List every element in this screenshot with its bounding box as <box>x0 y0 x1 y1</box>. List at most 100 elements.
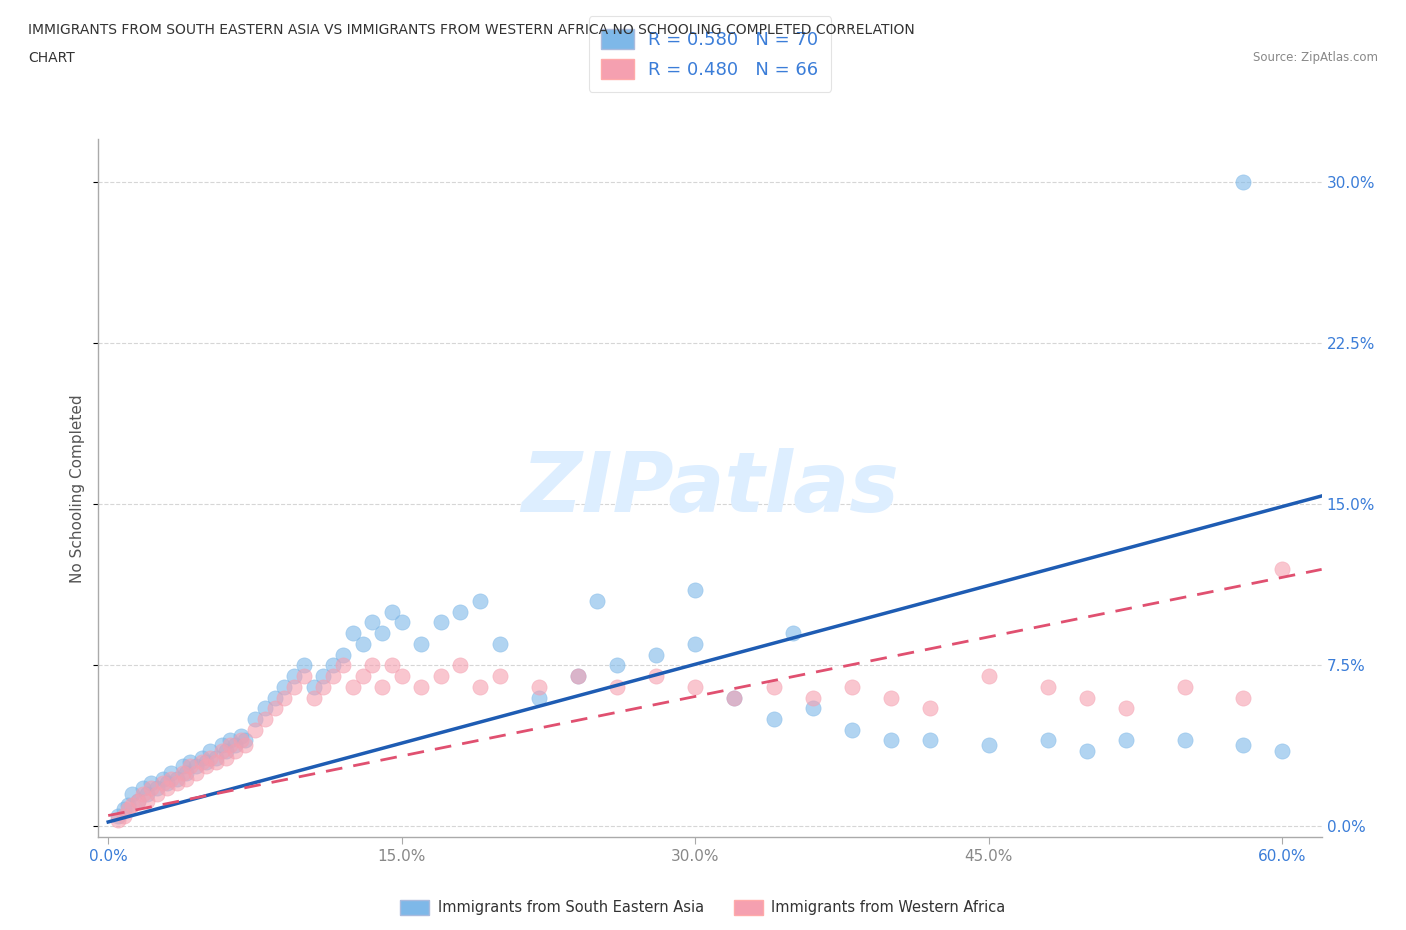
Point <box>450 658 472 672</box>
Point <box>801 701 824 716</box>
Point <box>132 787 155 802</box>
Point <box>152 772 174 787</box>
Point <box>211 744 233 759</box>
Point <box>127 793 149 808</box>
Point <box>841 723 863 737</box>
Point <box>243 723 266 737</box>
Point <box>782 626 804 641</box>
Point <box>231 729 253 744</box>
Point <box>132 780 155 795</box>
Point <box>179 754 201 769</box>
Point <box>176 765 198 780</box>
Point <box>198 751 221 765</box>
Point <box>332 647 354 662</box>
Point <box>1232 175 1254 190</box>
Point <box>156 776 179 790</box>
Point <box>141 780 163 795</box>
Point <box>195 759 218 774</box>
Point <box>117 797 139 812</box>
Point <box>371 626 394 641</box>
Text: ZIPatlas: ZIPatlas <box>522 447 898 529</box>
Point <box>361 658 384 672</box>
Point <box>136 787 159 802</box>
Point <box>586 593 609 608</box>
Point <box>391 669 413 684</box>
Point <box>1076 744 1098 759</box>
Point <box>880 690 903 705</box>
Point <box>977 669 1000 684</box>
Point <box>218 737 240 752</box>
Point <box>391 615 413 630</box>
Point <box>302 679 325 694</box>
Point <box>411 636 433 651</box>
Point <box>841 679 863 694</box>
Point <box>430 615 453 630</box>
Point <box>273 679 295 694</box>
Point <box>381 604 404 619</box>
Point <box>1232 690 1254 705</box>
Point <box>1232 737 1254 752</box>
Point <box>214 751 236 765</box>
Point <box>205 751 228 765</box>
Point <box>685 583 707 598</box>
Point <box>1174 733 1197 748</box>
Point <box>121 787 143 802</box>
Legend: Immigrants from South Eastern Asia, Immigrants from Western Africa: Immigrants from South Eastern Asia, Immi… <box>394 893 1012 923</box>
Point <box>205 754 228 769</box>
Point <box>160 765 183 780</box>
Point <box>146 780 169 795</box>
Point <box>107 808 129 823</box>
Point <box>371 679 394 694</box>
Y-axis label: No Schooling Completed: No Schooling Completed <box>70 394 86 582</box>
Point <box>195 754 218 769</box>
Point <box>302 690 325 705</box>
Point <box>762 711 785 726</box>
Point <box>567 669 589 684</box>
Point <box>198 744 221 759</box>
Point <box>312 679 335 694</box>
Point <box>430 669 453 684</box>
Point <box>186 759 208 774</box>
Point <box>352 669 374 684</box>
Point <box>263 701 285 716</box>
Text: CHART: CHART <box>28 51 75 65</box>
Point <box>322 669 344 684</box>
Point <box>488 636 510 651</box>
Point <box>233 733 256 748</box>
Point <box>292 669 315 684</box>
Point <box>172 759 194 774</box>
Point <box>136 793 159 808</box>
Point <box>1036 733 1059 748</box>
Point <box>211 737 233 752</box>
Point <box>723 690 745 705</box>
Point <box>1271 744 1294 759</box>
Point <box>233 737 256 752</box>
Point <box>112 802 135 817</box>
Point <box>468 593 491 608</box>
Point <box>179 759 201 774</box>
Point <box>1271 562 1294 577</box>
Text: Source: ZipAtlas.com: Source: ZipAtlas.com <box>1253 51 1378 64</box>
Point <box>1076 690 1098 705</box>
Point <box>283 669 305 684</box>
Point <box>645 669 668 684</box>
Point <box>361 615 384 630</box>
Point <box>186 765 208 780</box>
Point <box>920 733 942 748</box>
Point <box>1174 679 1197 694</box>
Point <box>172 765 194 780</box>
Point <box>977 737 1000 752</box>
Point <box>141 776 163 790</box>
Point <box>723 690 745 705</box>
Point <box>342 679 364 694</box>
Point <box>231 733 253 748</box>
Point <box>488 669 510 684</box>
Point <box>527 690 550 705</box>
Point <box>801 690 824 705</box>
Point <box>160 772 183 787</box>
Point <box>253 711 276 726</box>
Point <box>685 636 707 651</box>
Point <box>1036 679 1059 694</box>
Point <box>381 658 404 672</box>
Point <box>1115 733 1137 748</box>
